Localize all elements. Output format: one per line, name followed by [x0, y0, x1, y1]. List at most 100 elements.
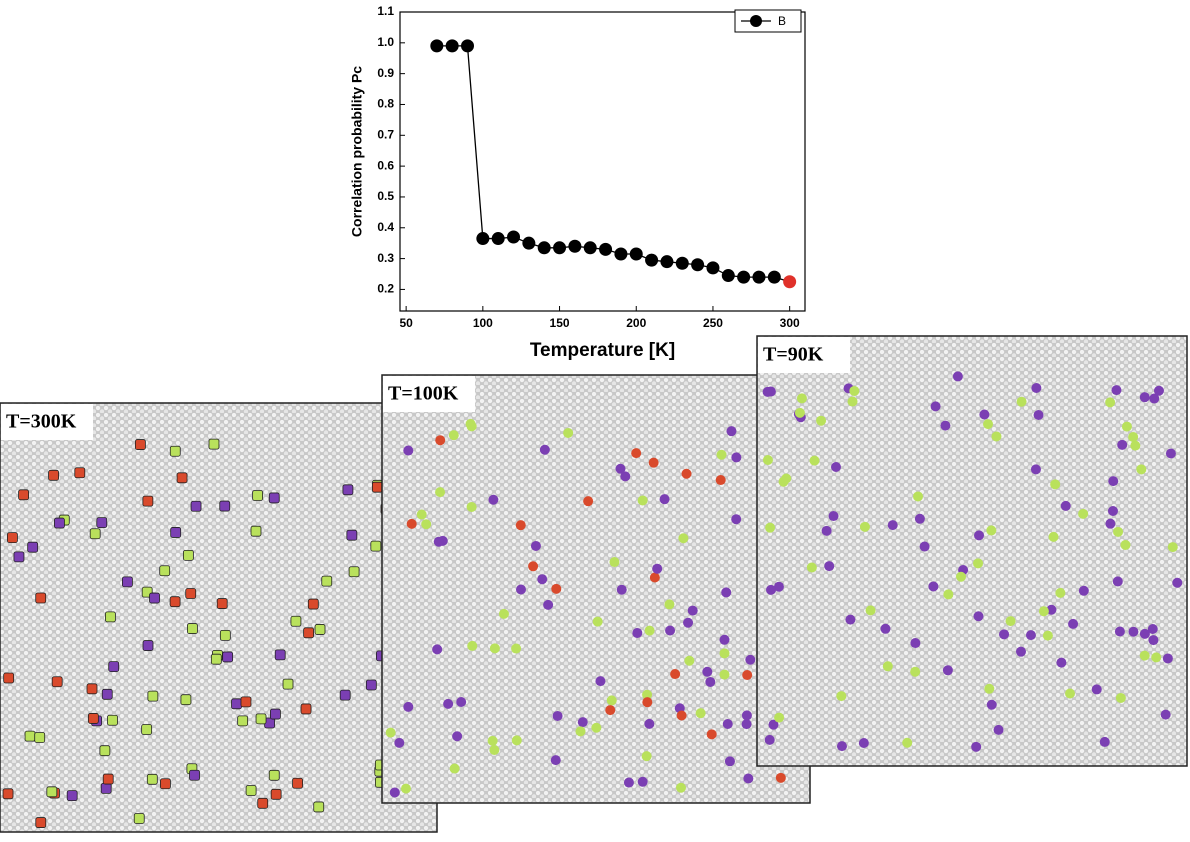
atom [27, 541, 39, 553]
atom [240, 696, 252, 708]
atom [1121, 421, 1132, 432]
atom [1105, 397, 1116, 408]
atom [187, 623, 198, 634]
atom [973, 611, 984, 622]
atom [1105, 518, 1116, 529]
atom [719, 648, 730, 659]
atom [845, 614, 856, 625]
atom [1015, 646, 1026, 657]
atom [806, 562, 817, 573]
atom [676, 710, 687, 721]
atom [765, 522, 776, 533]
atom [489, 744, 500, 755]
panel-label: T=300K [6, 411, 77, 433]
atom [609, 557, 620, 568]
atom [216, 598, 228, 609]
atom [1139, 628, 1150, 639]
atom [385, 727, 396, 738]
atom [1078, 585, 1089, 596]
panel-background [0, 402, 438, 833]
atom [1025, 630, 1036, 641]
atom [942, 665, 953, 676]
panel-background [756, 335, 1188, 767]
data-point [767, 270, 781, 284]
atom [705, 676, 716, 687]
atom [537, 574, 548, 585]
atom [830, 461, 841, 472]
data-point [583, 241, 597, 255]
atom [435, 435, 446, 446]
atom [595, 676, 606, 687]
atom [670, 669, 681, 680]
y-tick-label: 0.6 [377, 158, 394, 172]
atom [550, 755, 561, 766]
atom [816, 415, 827, 426]
data-point [614, 247, 628, 261]
atom [913, 491, 924, 502]
atom [731, 452, 742, 463]
atom [180, 694, 192, 706]
snapshot-panel: T=90K [756, 335, 1188, 767]
atom [339, 689, 351, 701]
atom [726, 426, 737, 437]
atom [149, 592, 160, 604]
atom [616, 584, 627, 595]
data-point [721, 269, 735, 283]
x-tick-label: 250 [703, 316, 723, 330]
atom [847, 396, 858, 407]
atom [824, 561, 835, 572]
atom [24, 730, 36, 742]
atom [741, 719, 752, 730]
atom [169, 596, 181, 608]
data-point [599, 242, 613, 256]
atom [498, 608, 509, 619]
atom [250, 525, 262, 537]
data-point [629, 247, 643, 261]
atom [765, 386, 776, 397]
atom [1153, 385, 1164, 396]
atom [605, 705, 616, 716]
x-tick-label: 100 [473, 316, 493, 330]
atom [1117, 439, 1128, 450]
atom [3, 672, 15, 684]
atom [648, 457, 659, 468]
atom [821, 525, 832, 536]
atom [695, 708, 706, 719]
atom [1107, 505, 1118, 516]
atom [637, 495, 648, 506]
atom [859, 521, 870, 532]
data-point [645, 253, 659, 267]
atom [620, 471, 631, 482]
atom [1099, 736, 1110, 747]
atom [219, 500, 231, 512]
y-tick-label: 0.2 [377, 282, 394, 296]
y-tick-label: 0.4 [377, 220, 394, 234]
atom [252, 490, 264, 501]
atom [745, 654, 756, 665]
atom [955, 571, 966, 582]
atom [1050, 479, 1061, 490]
atom [765, 584, 776, 595]
atom [270, 708, 281, 720]
atom [1160, 709, 1171, 720]
atom [96, 517, 108, 529]
atom [182, 549, 194, 561]
atom [563, 427, 574, 438]
atom [986, 699, 997, 710]
atom [282, 678, 294, 690]
atom [1033, 410, 1044, 421]
atom [683, 617, 694, 628]
atom [768, 719, 779, 730]
data-line [436, 45, 790, 283]
atom [577, 717, 588, 728]
atom [406, 518, 417, 529]
atom [314, 624, 326, 635]
atom [1148, 635, 1159, 646]
atom [400, 783, 411, 794]
atom [575, 726, 586, 737]
atom [348, 566, 360, 578]
atom [1151, 652, 1162, 663]
data-point [476, 232, 490, 246]
atom [882, 661, 893, 672]
